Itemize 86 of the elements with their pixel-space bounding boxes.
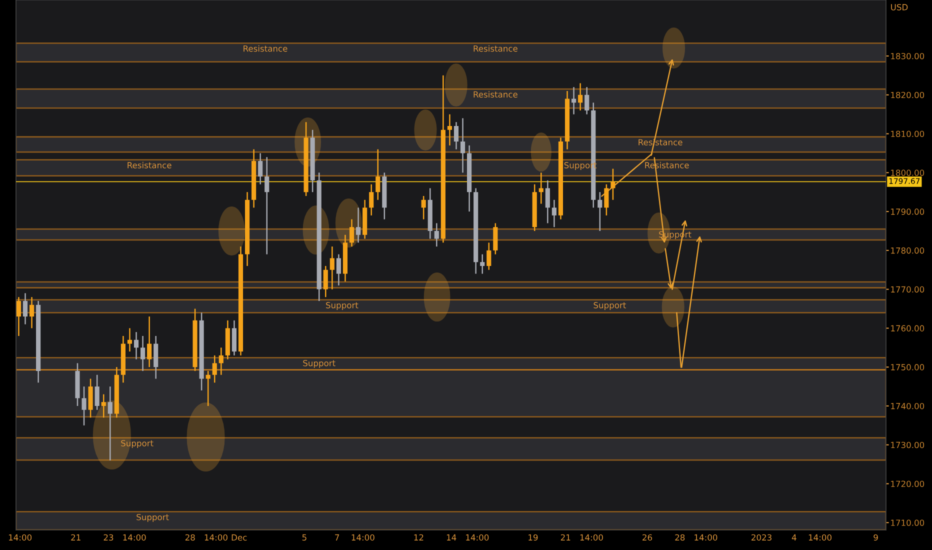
candlestick xyxy=(486,242,492,270)
annotation: Support xyxy=(121,440,154,448)
x-tick-label: 5 xyxy=(302,534,306,541)
y-tick-label: 1770.00 xyxy=(891,286,924,293)
x-tick-label: 23 xyxy=(104,534,114,541)
candlestick xyxy=(16,296,22,337)
y-tick-label: 1780.00 xyxy=(891,247,924,254)
candlestick xyxy=(480,254,485,274)
x-tick-label: 14:00 xyxy=(8,534,32,541)
candlestick xyxy=(232,320,236,356)
x-tick-label: 19 xyxy=(528,534,538,541)
candlestick xyxy=(22,292,28,325)
y-tick-label: 1810.00 xyxy=(891,130,924,138)
y-tick-label: 1830.00 xyxy=(891,52,924,60)
candlestick xyxy=(552,199,556,228)
x-tick-label: 14:00 xyxy=(694,534,718,541)
x-tick-label: Dec xyxy=(232,534,247,541)
x-tick-label: 4 xyxy=(792,534,796,540)
candlestick xyxy=(264,156,270,255)
candlestick xyxy=(610,168,616,200)
y-tick-label: 1790.00 xyxy=(891,208,924,215)
x-tick-label: 7 xyxy=(335,534,339,540)
candlestick xyxy=(154,335,158,380)
x-tick-label: 14:00 xyxy=(204,534,228,541)
candlestick xyxy=(140,335,146,372)
x-tick-label: 14:00 xyxy=(466,534,489,541)
annotation: Support xyxy=(303,360,336,368)
y-tick-label: 1740.00 xyxy=(891,402,924,410)
y-tick-label: 1760.00 xyxy=(891,325,924,332)
candlestick xyxy=(108,386,112,462)
candlestick xyxy=(218,347,224,376)
x-tick-label: 21 xyxy=(71,534,80,540)
x-tick-label: 28 xyxy=(185,534,195,541)
x-tick-label: 2023 xyxy=(752,534,772,541)
y-tick-label: 1800.00 xyxy=(891,170,924,176)
x-tick-label: 21 xyxy=(560,534,570,540)
candlestick xyxy=(604,184,609,216)
candlestick xyxy=(101,394,106,418)
x-tick-label: 26 xyxy=(642,534,652,541)
candlestick xyxy=(493,222,498,255)
candlestick xyxy=(29,296,34,329)
candlestick xyxy=(94,374,100,410)
x-tick-label: 12 xyxy=(414,534,424,540)
x-tick-label: 9 xyxy=(874,534,878,541)
x-tick-label: 28 xyxy=(675,534,685,541)
candlestick xyxy=(545,180,550,224)
candlestick xyxy=(538,172,544,204)
x-tick-label: 14 xyxy=(446,534,456,540)
x-tick-label: 14:00 xyxy=(808,534,832,541)
x-tick-label: 14:00 xyxy=(580,534,603,541)
candlestick xyxy=(258,152,263,185)
candlestick xyxy=(598,191,602,232)
annotation: Support xyxy=(594,302,626,310)
x-tick-label: 14:00 xyxy=(352,534,374,541)
candlestick xyxy=(82,386,86,426)
candlestick xyxy=(212,354,217,384)
annotation: Resistance xyxy=(128,162,172,168)
candlestick xyxy=(147,316,152,368)
y-tick-label: 1720.00 xyxy=(891,480,924,488)
candlestick xyxy=(421,195,426,220)
annotation: Support xyxy=(326,302,358,310)
annotation: Resistance xyxy=(474,91,518,98)
y-axis-title: USD xyxy=(891,4,908,10)
candlestick xyxy=(356,207,361,244)
candlestick xyxy=(460,118,466,174)
candlestick xyxy=(336,254,341,286)
candlestick xyxy=(330,246,334,290)
candlestick xyxy=(369,184,374,216)
y-tick-label: 1730.00 xyxy=(891,442,924,448)
y-tick-label: 1710.00 xyxy=(891,520,924,526)
candlestick xyxy=(454,121,459,150)
y-tick-label: 1820.00 xyxy=(891,92,924,98)
candlestick xyxy=(434,222,439,248)
candlestick xyxy=(88,378,93,418)
candlestick xyxy=(447,114,452,146)
annotation: Resistance xyxy=(244,45,288,52)
candlestick xyxy=(376,148,380,200)
annotation: Support xyxy=(136,514,169,522)
candlestick xyxy=(578,82,583,112)
annotation: Resistance xyxy=(474,45,518,52)
candlestick xyxy=(323,265,328,298)
x-tick-label: 14:00 xyxy=(123,534,146,541)
y-tick-label: 1750.00 xyxy=(891,364,924,370)
candlestick xyxy=(584,86,590,115)
candlestick xyxy=(349,218,354,248)
candlestick xyxy=(134,331,139,360)
